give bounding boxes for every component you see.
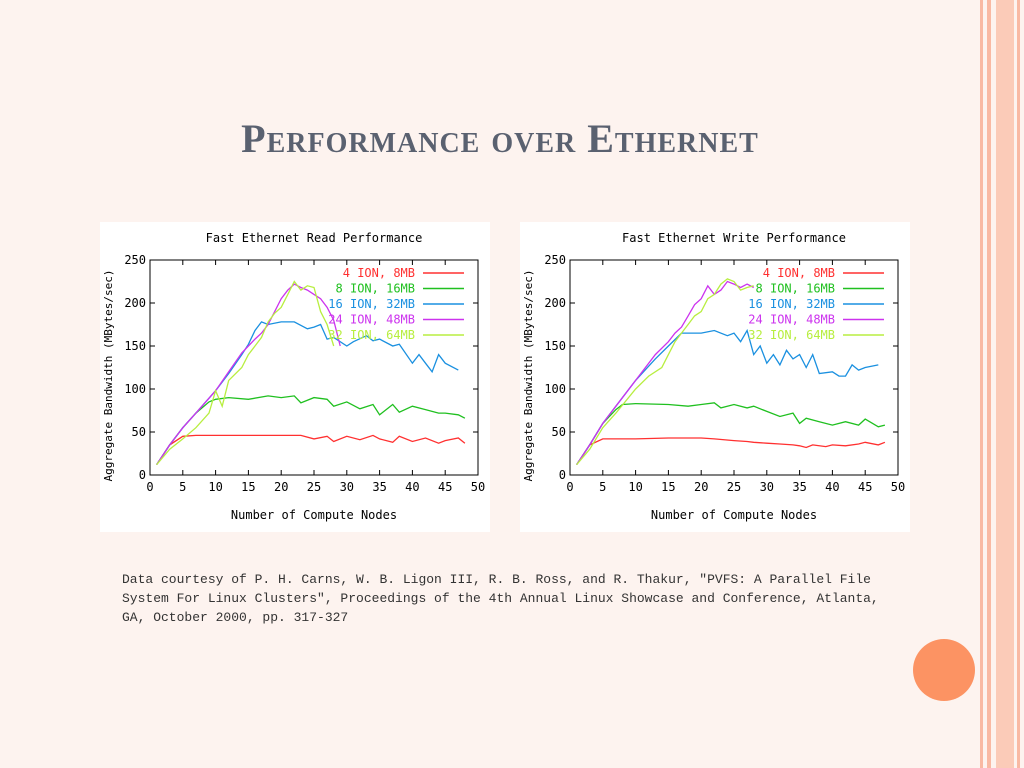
series-line-1 (576, 437, 886, 466)
x-tick-label: 20 (274, 480, 288, 494)
series-line-2 (156, 395, 466, 466)
x-tick-label: 30 (760, 480, 774, 494)
y-tick-label: 50 (132, 425, 146, 439)
y-tick-label: 200 (544, 296, 566, 310)
chart-title: Fast Ethernet Read Performance (206, 231, 423, 245)
legend-label-1: 4 ION, 8MB (763, 266, 835, 280)
y-tick-label: 150 (544, 339, 566, 353)
plot-frame (569, 259, 899, 476)
series-line-3 (156, 321, 459, 466)
x-tick-label: 45 (438, 480, 452, 494)
accent-circle (913, 639, 975, 701)
x-axis-label: Number of Compute Nodes (651, 508, 817, 522)
decorative-stripe-4 (1017, 0, 1020, 768)
slide-title: Performance over Ethernet (241, 115, 759, 161)
x-tick-label: 10 (208, 480, 222, 494)
x-tick-label: 40 (825, 480, 839, 494)
series-line-2 (576, 402, 886, 466)
x-tick-label: 50 (891, 480, 905, 494)
series-line-1 (156, 434, 466, 466)
citation-text: Data courtesy of P. H. Carns, W. B. Ligo… (122, 572, 879, 625)
series-line-5 (576, 278, 754, 466)
legend-label-4: 24 ION, 48MB (328, 313, 415, 327)
legend-label-3: 16 ION, 32MB (748, 297, 835, 311)
write-performance-chart-panel: Fast Ethernet Write Performance 0 5 10 15 20 2… (520, 222, 910, 532)
y-tick-label: 100 (124, 382, 146, 396)
x-tick-label: 0 (566, 480, 573, 494)
y-axis-label: Aggregate Bandwidth (MBytes/sec) (102, 270, 115, 482)
x-tick-label: 10 (628, 480, 642, 494)
series-line-4 (156, 283, 341, 466)
legend-label-3: 16 ION, 32MB (328, 297, 415, 311)
series-line-5 (156, 280, 335, 466)
series-line-4 (576, 280, 754, 466)
y-tick-label: 50 (552, 425, 566, 439)
legend-label-2: 8 ION, 16MB (756, 282, 835, 296)
y-tick-label: 0 (559, 468, 566, 482)
y-tick-label: 250 (544, 253, 566, 267)
y-tick-label: 0 (139, 468, 146, 482)
x-tick-label: 35 (372, 480, 386, 494)
y-axis-label: Aggregate Bandwidth (MBytes/sec) (522, 270, 535, 482)
x-tick-label: 5 (179, 480, 186, 494)
x-tick-label: 20 (694, 480, 708, 494)
x-tick-label: 15 (241, 480, 255, 494)
legend-label-4: 24 ION, 48MB (748, 313, 835, 327)
x-tick-label: 30 (340, 480, 354, 494)
y-tick-label: 250 (124, 253, 146, 267)
x-tick-label: 50 (471, 480, 485, 494)
y-tick-label: 100 (544, 382, 566, 396)
x-tick-label: 25 (307, 480, 321, 494)
decorative-stripe-3 (996, 0, 1014, 768)
legend-label-5: 32 ION, 64MB (748, 328, 835, 342)
x-axis-label: Number of Compute Nodes (231, 508, 397, 522)
write-performance-chart: Fast Ethernet Write Performance 0 5 10 15 20 2… (522, 231, 905, 522)
read-performance-chart-panel: Fast Ethernet Read Performance 0 5 10 15 20 25… (100, 222, 490, 532)
legend-label-1: 4 ION, 8MB (343, 266, 415, 280)
legend-label-2: 8 ION, 16MB (336, 282, 415, 296)
x-tick-label: 35 (792, 480, 806, 494)
chart-title: Fast Ethernet Write Performance (622, 231, 846, 245)
x-tick-label: 40 (405, 480, 419, 494)
legend-label-5: 32 ION, 64MB (328, 328, 415, 342)
read-performance-chart: Fast Ethernet Read Performance 0 5 10 15 20 25… (102, 231, 485, 522)
x-tick-label: 15 (661, 480, 675, 494)
decorative-stripe-1 (980, 0, 983, 768)
x-tick-label: 45 (858, 480, 872, 494)
y-tick-label: 150 (124, 339, 146, 353)
decorative-stripe-2 (987, 0, 991, 768)
x-tick-label: 5 (599, 480, 606, 494)
series-line-3 (576, 328, 879, 466)
x-tick-label: 25 (727, 480, 741, 494)
x-tick-label: 0 (146, 480, 153, 494)
y-tick-label: 200 (124, 296, 146, 310)
